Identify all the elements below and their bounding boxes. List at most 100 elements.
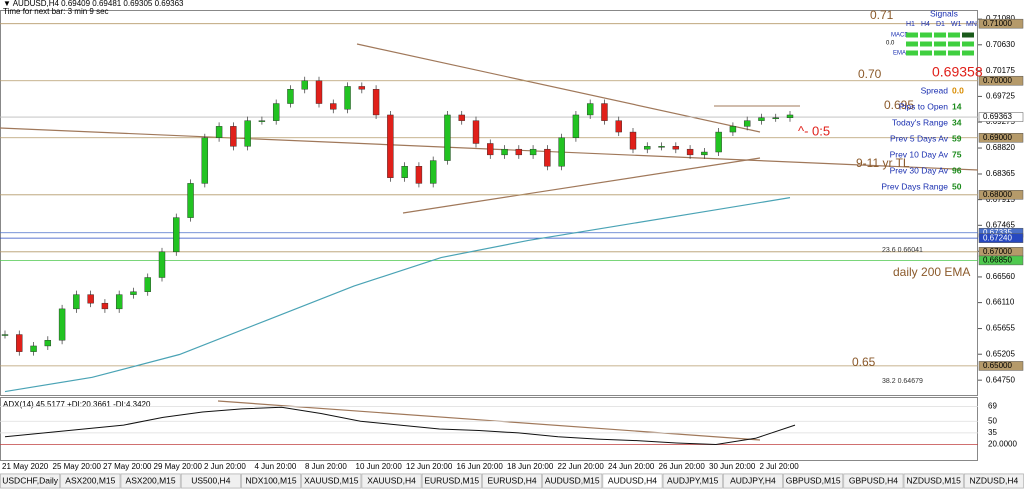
candle: [358, 86, 366, 90]
candle: [644, 146, 651, 150]
signal-box: [962, 50, 974, 56]
level-label: 0.66850: [983, 256, 1012, 265]
adx-title: ADX(14) 45.5177 +DI:20.3661 -DI:4.3420: [3, 400, 151, 409]
level-label: 0.65000: [983, 361, 1012, 370]
candle: [158, 251, 166, 278]
tab[interactable]: [662, 473, 723, 489]
price-tick-label: 0.65205: [986, 349, 1015, 358]
candle: [215, 126, 223, 138]
adx-tick-label: 20.0000: [988, 440, 1017, 449]
signal-box: [920, 41, 932, 47]
annotation: 0.65: [852, 355, 876, 369]
tab-label[interactable]: XAUUSD,M15: [304, 475, 359, 485]
row-value: 59: [952, 133, 962, 143]
tab[interactable]: [361, 473, 422, 489]
candle: [115, 294, 123, 310]
ema-200: [4, 197, 791, 393]
date-label: 25 May 20:00: [53, 462, 102, 471]
candle: [501, 148, 508, 156]
tab[interactable]: [180, 473, 241, 489]
tab-label[interactable]: AUDJPY,H4: [730, 475, 776, 485]
candle: [130, 291, 137, 295]
tab[interactable]: [421, 473, 482, 489]
candle: [686, 148, 694, 156]
tab-label[interactable]: AUDUSD,H4: [608, 475, 657, 485]
tab-label[interactable]: EURUSD,M15: [424, 475, 479, 485]
tab-label[interactable]: NZDUSD,H4: [970, 475, 1019, 485]
tab[interactable]: [542, 473, 603, 489]
timeframe: H4: [921, 21, 930, 28]
timer: Time for next bar: 3 min 9 sec: [3, 7, 109, 16]
candle: [87, 294, 94, 304]
signal-box: [948, 32, 960, 38]
candle: [30, 345, 37, 352]
row-value: 96: [952, 165, 962, 175]
adx-tick-label: 69: [988, 402, 997, 411]
price-tick-label: 0.70175: [986, 66, 1015, 75]
row-label: Pips to Open: [899, 101, 948, 111]
annotation: 0.70: [858, 67, 882, 81]
candle: [1, 334, 9, 336]
tab[interactable]: [783, 473, 844, 489]
tab-label[interactable]: GBPUSD,M15: [786, 475, 841, 485]
annotation: 0.695: [884, 98, 914, 112]
tab[interactable]: [482, 473, 542, 489]
candle: [344, 86, 351, 110]
candle: [515, 148, 523, 156]
level-label: 0.70000: [983, 76, 1012, 85]
tab-label[interactable]: XAUUSD,H4: [367, 475, 416, 485]
signal-box: [962, 41, 974, 47]
candle: [715, 131, 722, 153]
tab-label[interactable]: GBPUSD,H4: [849, 475, 898, 485]
row-value: 14: [952, 101, 962, 111]
date-label: 29 May 20:00: [154, 462, 203, 471]
candle: [472, 120, 480, 144]
level-box: [978, 112, 1024, 122]
tab[interactable]: [60, 473, 121, 489]
tab-label[interactable]: NZDUSD,M15: [906, 475, 961, 485]
tab[interactable]: [723, 473, 783, 489]
row-value: 75: [952, 149, 962, 159]
signal-box: [934, 41, 946, 47]
candle: [444, 114, 451, 161]
tab[interactable]: [903, 473, 964, 489]
tab[interactable]: [241, 473, 301, 489]
annotation: 23.6 0.66041: [882, 247, 923, 254]
adx-trendline: [217, 400, 761, 441]
tab-label[interactable]: AUDUSD,M15: [545, 475, 600, 485]
tab[interactable]: [301, 473, 362, 489]
level-box: [978, 233, 1024, 243]
tab-label[interactable]: ASX200,M15: [65, 475, 115, 485]
tab-label[interactable]: ASX200,M15: [126, 475, 176, 485]
level-box: [978, 18, 1024, 29]
price-tick-label: 0.64750: [986, 375, 1015, 384]
candle: [315, 80, 323, 104]
level-box: [978, 133, 1024, 143]
candle: [187, 183, 194, 218]
candle: [458, 114, 465, 121]
panel-title: Signals: [930, 8, 958, 18]
row-label: Prev Days Range: [881, 181, 948, 191]
price-tick-label: 0.70630: [986, 40, 1015, 49]
tab[interactable]: [120, 473, 181, 489]
timeframe: W1: [951, 21, 962, 28]
main-frame: [0, 10, 978, 396]
row-value: 0.0: [952, 85, 964, 95]
price-tick-label: 0.66110: [986, 298, 1015, 307]
row-label: Prev 10 Day Av: [890, 149, 949, 159]
candle: [558, 137, 565, 167]
tab-label[interactable]: NDX100,M15: [246, 475, 297, 485]
tab[interactable]: [602, 473, 663, 489]
annotation: ^- 0:5: [798, 123, 830, 138]
tab[interactable]: [843, 473, 904, 489]
tab-label[interactable]: AUDJPY,M15: [667, 475, 719, 485]
tab-label[interactable]: EURUSD,H4: [487, 475, 536, 485]
adx-tick-label: 50: [988, 416, 997, 425]
tab-label[interactable]: US500,H4: [191, 475, 230, 485]
candle: [786, 114, 794, 119]
candle: [544, 148, 551, 167]
tab-label[interactable]: USDCHF,Daily: [2, 475, 58, 485]
tab[interactable]: [0, 473, 61, 489]
signal-box: [920, 32, 932, 38]
